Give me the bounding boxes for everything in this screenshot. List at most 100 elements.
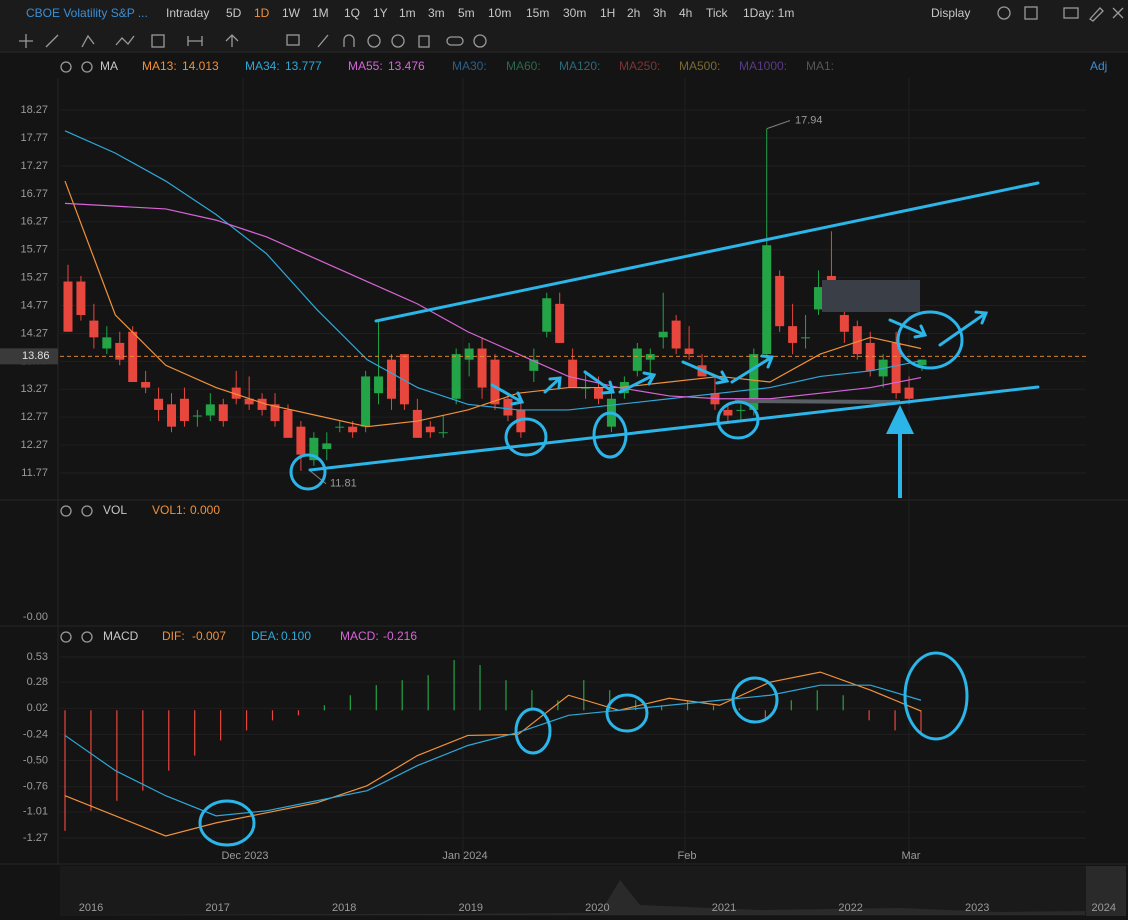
settings-icon[interactable] [997,6,1011,20]
candle-body [438,432,448,434]
ma-legend-inactive[interactable]: MA60: [506,59,541,73]
candle-body [645,354,655,360]
line-tool[interactable] [45,34,59,48]
period-tab[interactable]: 5D [226,6,242,20]
period-tab[interactable]: Intraday [166,6,209,20]
high-label: 17.94 [795,114,823,126]
candle-body [322,443,332,449]
navigator-area [60,880,1085,915]
candle-body [128,331,138,383]
y-tick-label: -0.76 [23,781,48,793]
candle-body [244,398,254,405]
navigator-year: 2016 [79,902,103,914]
ruler-tool[interactable] [317,34,329,48]
symbol-name[interactable]: CBOE Volatility S&P ... [26,6,148,20]
period-tab[interactable]: 2h [627,6,640,20]
interval-selector[interactable]: 1Day: 1m [743,6,794,20]
candle-body [619,382,629,394]
toolbar-icons [19,6,1124,643]
ma-legend-inactive[interactable]: MA30: [452,59,487,73]
navigator-year: 2018 [332,902,356,914]
y-tick-label: 18.27 [20,104,48,116]
period-tab[interactable]: 1Q [344,6,360,20]
period-tab[interactable]: 15m [526,6,549,20]
period-tab[interactable]: 1H [600,6,615,20]
pane-settings-icon[interactable] [60,61,72,73]
note-tool[interactable] [286,34,300,46]
period-tab[interactable]: 3m [428,6,445,20]
y-tick-label: 0.02 [27,702,48,714]
ma-legend-value: 14.013 [182,59,219,73]
navigator-year: 2022 [838,902,862,914]
trend-arrows [490,310,989,406]
candle-body [555,303,565,343]
vol-legend-value: 0.000 [190,503,220,517]
y-tick-label: -0.50 [23,754,48,766]
camera-icon[interactable] [1063,7,1079,19]
pane-settings-icon[interactable] [60,505,72,517]
candle-body [361,376,371,427]
adj-button[interactable]: Adj [1090,59,1107,73]
arrow-tool[interactable] [225,34,239,47]
period-tab[interactable]: 1W [282,6,301,20]
period-tab[interactable]: Tick [706,6,729,20]
candle-body [632,348,642,371]
pane-settings-icon[interactable] [60,631,72,643]
period-tab[interactable]: 1D [254,6,270,20]
fib-tool[interactable] [151,34,165,48]
drawing-settings[interactable] [473,34,487,48]
period-tab[interactable]: 1Y [373,6,388,20]
circle-mark [896,310,964,370]
circle-mark [592,411,628,459]
period-tab[interactable]: 10m [488,6,511,20]
display-menu[interactable]: Display [931,6,970,20]
ma-legend-inactive[interactable]: MA500: [679,59,720,73]
ma-legend-inactive[interactable]: MA250: [619,59,660,73]
ma-legend-name: MA55: [348,59,383,73]
circle-mark [716,400,760,440]
candle-body [115,342,125,360]
period-tab[interactable]: 3h [653,6,666,20]
measure-tool[interactable] [187,36,203,46]
period-tab[interactable]: 5m [458,6,475,20]
lock-tool[interactable] [367,34,381,48]
wave-tool[interactable] [115,35,135,46]
candle-body [839,315,849,332]
candle-body [309,437,319,461]
zone-line [734,399,901,404]
candle-body [399,354,409,405]
pane-close-icon[interactable] [81,505,93,517]
period-tab[interactable]: 1M [312,6,329,20]
period-tab[interactable]: 30m [563,6,586,20]
macd-legend-name: DIF: [162,629,185,643]
support-line [308,385,1040,472]
ma-legend-inactive[interactable]: MA1000: [739,59,787,73]
pane-close-icon[interactable] [81,61,93,73]
crosshair-tool[interactable] [19,34,33,48]
navigator-window[interactable] [1086,866,1126,916]
x-tick-label: Dec 2023 [221,850,268,862]
pattern-tool[interactable] [81,34,95,48]
ma-legend-inactive[interactable]: MA120: [559,59,600,73]
ma-label[interactable]: MA [100,59,118,73]
hide-tool[interactable] [391,34,405,48]
magnet-tool[interactable] [343,34,355,47]
vol-label[interactable]: VOL [103,503,127,517]
ma-legend-inactive[interactable]: MA1: [806,59,834,73]
pane-close-icon[interactable] [81,631,93,643]
period-tab[interactable]: 4h [679,6,692,20]
layout-icon[interactable] [1024,6,1038,20]
navigator[interactable] [60,866,1126,916]
delete-tool[interactable] [418,35,430,48]
circle-mark [514,707,552,755]
macd-label[interactable]: MACD [103,629,139,643]
navigator-year: 2017 [205,902,229,914]
period-tab[interactable]: 1m [399,6,416,20]
close-icon[interactable] [1112,7,1124,19]
candle-body [891,342,901,394]
macd-legend-name: MACD: [340,629,379,643]
macd-legend-value: 0.100 [281,629,311,643]
edit-icon[interactable] [1089,7,1104,22]
link-tool[interactable] [446,36,464,46]
